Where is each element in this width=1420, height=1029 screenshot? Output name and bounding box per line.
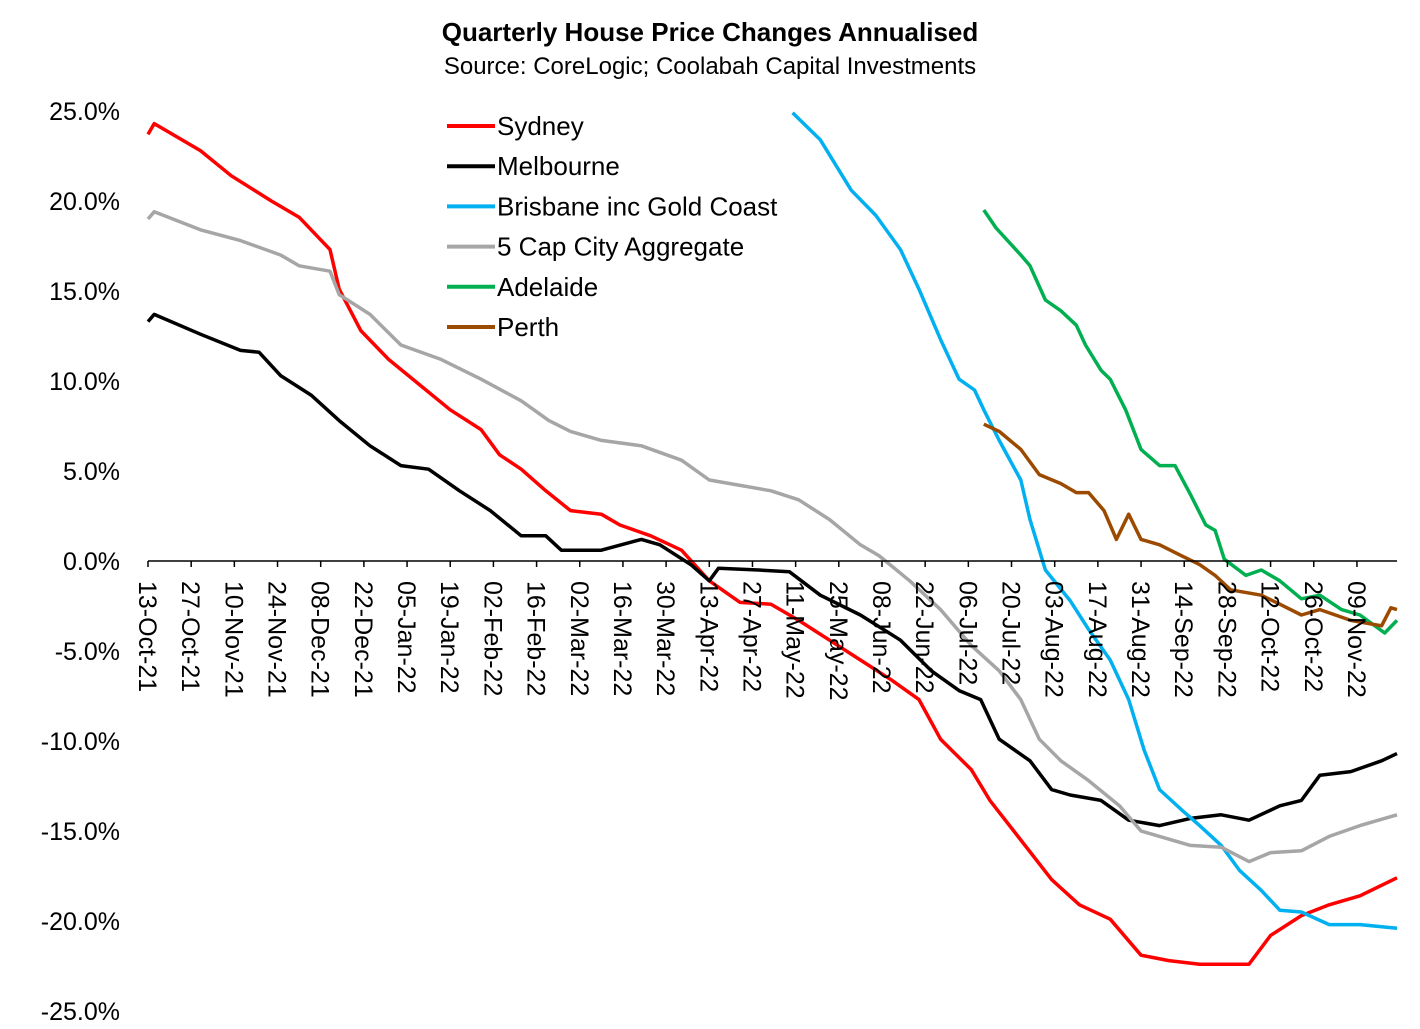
y-tick-label: 0.0% xyxy=(63,548,120,576)
x-tick-label: 16-Feb-22 xyxy=(522,581,550,696)
x-tick-label: 14-Sep-22 xyxy=(1169,581,1197,698)
y-tick-label: -5.0% xyxy=(55,638,120,666)
y-tick-label: 5.0% xyxy=(63,458,120,486)
series-line-brisbane-inc-gold-coast xyxy=(791,111,1398,930)
x-tick-label: 22-Jun-22 xyxy=(910,581,938,694)
x-tick-label: 08-Jun-22 xyxy=(867,581,895,694)
x-tick-label: 13-Oct-21 xyxy=(133,581,161,692)
x-tick-label: 03-Aug-22 xyxy=(1040,581,1068,698)
series-line-sydney xyxy=(146,121,1398,966)
series-line-perth xyxy=(983,422,1398,628)
series-line-adelaide xyxy=(982,209,1399,635)
series-lines xyxy=(146,111,1399,966)
y-tick-label: -20.0% xyxy=(41,908,120,936)
series-line-melbourne xyxy=(146,312,1398,828)
chart-title: Quarterly House Price Changes Annualised xyxy=(441,17,979,47)
x-tick-label: 22-Dec-21 xyxy=(349,581,377,698)
x-tick-label: 12-Oct-22 xyxy=(1256,581,1284,692)
y-tick-label: 15.0% xyxy=(49,278,120,306)
x-tick-label: 27-Oct-21 xyxy=(176,581,204,692)
series-line-5-cap-city-aggregate xyxy=(146,210,1398,864)
x-tick-label: 30-Mar-22 xyxy=(651,581,679,696)
legend-item: Brisbane inc Gold Coast xyxy=(447,191,778,221)
x-tick-label: 31-Aug-22 xyxy=(1126,581,1154,698)
x-axis-labels: 13-Oct-21 27-Oct-21 10-Nov-21 24-Nov-21 08-D… xyxy=(133,581,1370,701)
x-tick-label: 24-Nov-21 xyxy=(263,581,291,698)
x-tick-label: 11-May-22 xyxy=(781,581,809,699)
legend: Sydney Melbourne Brisbane inc Gold Coast 5 … xyxy=(447,111,778,342)
x-tick-label: 08-Dec-21 xyxy=(306,581,334,698)
x-tick-label: 25-May-22 xyxy=(824,581,852,701)
legend-label: Brisbane inc Gold Coast xyxy=(497,191,778,221)
legend-label: Perth xyxy=(497,312,559,342)
y-tick-label: -25.0% xyxy=(41,998,120,1026)
legend-item: 5 Cap City Aggregate xyxy=(447,232,744,262)
y-tick-label: -10.0% xyxy=(41,728,120,756)
x-tick-label: 26-Oct-22 xyxy=(1299,581,1327,692)
legend-item: Melbourne xyxy=(447,151,620,181)
y-tick-label: 25.0% xyxy=(49,98,120,126)
y-tick-label: 20.0% xyxy=(49,188,120,216)
x-tick-label: 28-Sep-22 xyxy=(1212,581,1240,698)
legend-item: Adelaide xyxy=(447,272,598,302)
x-tick-label: 16-Mar-22 xyxy=(608,581,636,696)
x-tick-label: 05-Jan-22 xyxy=(392,581,420,694)
chart-subtitle: Source: CoreLogic; Coolabah Capital Inve… xyxy=(443,53,977,80)
x-tick-label: 20-Jul-22 xyxy=(997,581,1025,685)
legend-label: Melbourne xyxy=(497,151,620,181)
y-axis-labels: 25.0% 20.0% 15.0% 10.0% 5.0% 0.0% -5.0% -10.0% -… xyxy=(41,98,120,1026)
x-tick-label: 02-Mar-22 xyxy=(565,581,593,696)
x-tick-label: 19-Jan-22 xyxy=(435,581,463,694)
x-tick-label: 02-Feb-22 xyxy=(478,581,506,696)
legend-label: Adelaide xyxy=(497,272,598,302)
legend-item: Sydney xyxy=(447,111,584,141)
x-tick-label: 17-Aug-22 xyxy=(1083,581,1111,698)
y-tick-label: 10.0% xyxy=(49,368,120,396)
legend-label: 5 Cap City Aggregate xyxy=(497,232,744,262)
x-tick-label: 27-Apr-22 xyxy=(737,581,765,692)
x-axis-ticks xyxy=(147,561,1358,567)
legend-item: Perth xyxy=(447,312,559,342)
x-tick-label: 06-Jul-22 xyxy=(953,581,981,685)
x-tick-label: 10-Nov-21 xyxy=(219,581,247,698)
y-tick-label: -15.0% xyxy=(41,818,120,846)
legend-label: Sydney xyxy=(497,111,584,141)
x-tick-label: 09-Nov-22 xyxy=(1342,581,1370,698)
x-tick-label: 13-Apr-22 xyxy=(694,581,722,692)
